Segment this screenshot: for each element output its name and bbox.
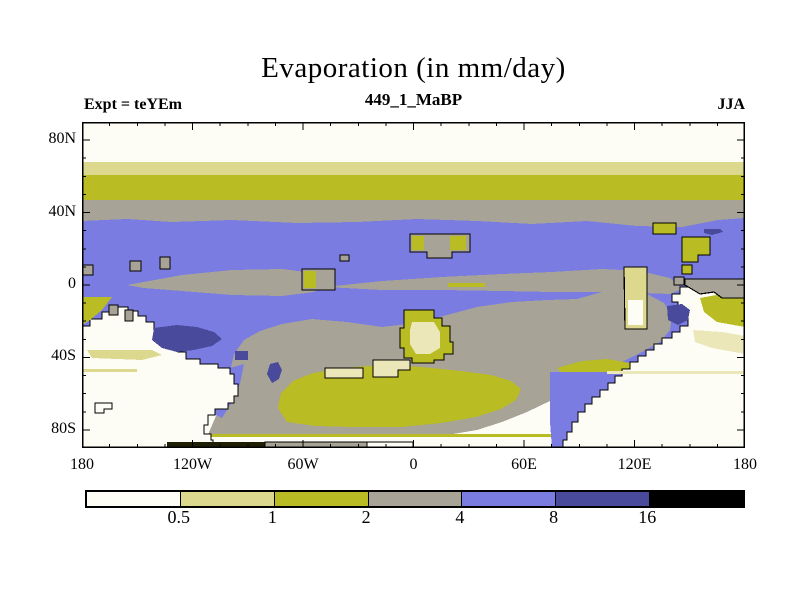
region-nh-olive-band (82, 175, 745, 200)
region-purple-teardrop (267, 362, 282, 383)
colorbar-cell-white (87, 492, 180, 506)
colorbar-tick-label: 16 (638, 507, 657, 527)
lon-tick-label: 120E (617, 456, 652, 473)
lat-tick-label: 0 (68, 275, 76, 292)
region-ne-islet-1 (681, 264, 693, 275)
plot-subtitle: 449_1_MaBP (364, 90, 463, 109)
region-sw-land-notch (94, 402, 113, 414)
colorbar-tick-label: 2 (361, 507, 371, 527)
season-label: JJA (717, 96, 745, 113)
lon-tick-label: 60E (511, 456, 537, 473)
lat-tick-label: 80S (51, 419, 76, 437)
region-eq-gray-spindle-east (325, 269, 682, 294)
region-cw-island-yellow (304, 271, 316, 288)
lon-tick-label: 60W (287, 456, 319, 473)
lon-tick-label: 120W (172, 456, 213, 473)
colorbar-cell-khaki (179, 492, 274, 506)
region-se-pale-line (607, 371, 745, 374)
colorbar-cell-black (649, 492, 744, 506)
colorbar-cell-gray (367, 492, 462, 506)
region-south-olive-line (207, 434, 562, 437)
map-frame (82, 122, 745, 448)
region-south-olive-core (278, 365, 521, 427)
region-sw-khaki-line (82, 369, 137, 372)
region-nh-khaki-band (82, 162, 745, 175)
region-w-islet-3 (159, 256, 171, 270)
region-nw-island-yellow-r (450, 236, 466, 250)
region-cs-island-1 (324, 367, 364, 379)
colorbar-tick-label: 4 (455, 507, 465, 527)
lon-tick-label: 0 (409, 456, 418, 473)
region-eq-yellow-dash (448, 283, 485, 287)
colorbar-cell-olive (273, 492, 368, 506)
region-ne-gray-box (684, 278, 745, 299)
region-purple-spot-1 (235, 351, 248, 360)
colorbar-tick-label: 1 (267, 507, 277, 527)
evaporation-map (82, 122, 745, 448)
colorbar-cell-purple (555, 492, 650, 506)
region-ne-island-yellow (681, 236, 711, 263)
region-central-island-inner (410, 322, 440, 354)
region-nh-gray-band (82, 200, 745, 227)
region-ne-island-olive (652, 222, 677, 235)
region-c-islet (339, 254, 350, 262)
lat-tick-label: 40N (48, 202, 76, 220)
region-se-olive-wedge (700, 294, 745, 327)
region-w-islet-2 (129, 260, 142, 272)
lon-tick-label: 180 (733, 456, 757, 473)
region-purple-max-west (152, 325, 222, 352)
lat-tick-label: 40S (51, 347, 76, 365)
region-nw-island-yellow-l (412, 236, 424, 250)
colorbar-tick-label: 8 (549, 507, 559, 527)
region-ne-purple-dash (704, 229, 723, 235)
lat-tick-label: 80N (48, 130, 76, 148)
region-w-islet-5 (124, 309, 134, 322)
region-antarctic-dark-strip (167, 442, 265, 448)
region-ne-islet-2 (673, 276, 685, 286)
colorbar-tick-label: 0.5 (167, 507, 190, 527)
region-blue-channel-se (550, 372, 627, 448)
region-eq-gray-spindle-west (127, 269, 329, 296)
region-sw-khaki-streak (87, 350, 162, 360)
region-west-olive-wedge (82, 297, 112, 325)
colorbar-cell-blue (461, 492, 556, 506)
plot-title: Evaporation (in mm/day) (261, 52, 566, 84)
region-w-islet-4 (108, 304, 119, 316)
region-se-pale-wedge (693, 330, 745, 354)
experiment-label: Expt = teYEm (84, 96, 182, 113)
colorbar (85, 490, 745, 508)
region-vertical-strip-white (628, 300, 643, 325)
region-cs-island-2 (372, 359, 411, 378)
region-purple-max-east (667, 304, 690, 325)
lon-tick-label: 180 (70, 456, 94, 473)
